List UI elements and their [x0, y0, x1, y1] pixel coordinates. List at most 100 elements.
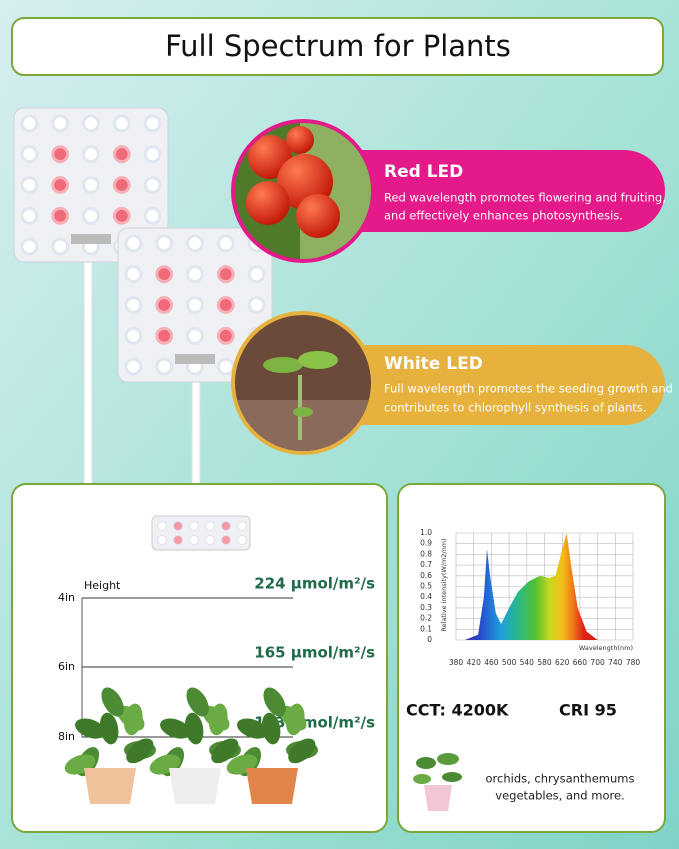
- x-tick-label: 460: [484, 658, 499, 667]
- led: [157, 521, 167, 531]
- led: [124, 326, 143, 345]
- ppfd-value: 224 μmol/m²/s: [254, 575, 375, 593]
- leaf: [75, 718, 106, 739]
- decoration: [416, 757, 436, 769]
- led: [143, 145, 162, 164]
- y-axis-label: Relative intensity(W/m2/nm): [440, 538, 448, 631]
- y-tick-label: 1.0: [420, 528, 432, 537]
- x-tick-label: 700: [590, 658, 605, 667]
- decoration: [64, 687, 318, 804]
- red-led-text: Red wavelength promotes flowering and fr…: [384, 191, 666, 205]
- leaf: [126, 738, 154, 764]
- leaf: [263, 687, 286, 717]
- led: [173, 521, 183, 531]
- x-tick-label: 580: [537, 658, 552, 667]
- led: [82, 145, 100, 164]
- pot: [84, 768, 136, 804]
- led: [112, 114, 131, 133]
- spectrum-curve: [464, 533, 598, 640]
- white-led-text: Full wavelength promotes the seeding gro…: [384, 382, 673, 396]
- y-tick-label: 0.2: [420, 614, 432, 623]
- led: [143, 114, 162, 133]
- led: [155, 326, 174, 345]
- y-tick-label: 0.1: [420, 624, 432, 633]
- white-led-title: White LED: [384, 354, 483, 374]
- pot: [246, 768, 298, 804]
- x-tick-label: 380: [449, 658, 464, 667]
- led: [221, 521, 231, 531]
- led: [186, 326, 204, 345]
- y-tick-label: 0: [427, 635, 432, 644]
- leaf: [237, 718, 268, 739]
- led: [186, 234, 204, 253]
- led: [20, 206, 39, 225]
- y-tick-label: 0.9: [420, 539, 432, 548]
- led: [124, 265, 143, 284]
- decoration: [413, 774, 431, 784]
- decoration: [286, 126, 314, 154]
- led: [124, 296, 143, 314]
- decoration: [300, 150, 665, 232]
- decoration: [191, 381, 201, 485]
- led: [237, 521, 247, 531]
- decoration: [235, 123, 371, 259]
- led: [20, 114, 39, 133]
- led: [82, 114, 100, 133]
- red-led-text: and effectively enhances photosynthesis.: [384, 209, 623, 223]
- height-value: 6in: [58, 660, 75, 673]
- led: [51, 145, 70, 164]
- led: [82, 176, 100, 194]
- plants-text: orchids, chrysanthemums: [486, 772, 635, 786]
- decoration: [11, 17, 664, 76]
- leaf: [186, 687, 209, 717]
- y-tick-label: 0.6: [420, 571, 432, 580]
- y-tick-label: 0.8: [420, 549, 432, 558]
- leaf: [123, 703, 143, 736]
- red-led-title: Red LED: [384, 162, 463, 182]
- led: [124, 357, 143, 376]
- led: [20, 237, 39, 256]
- height-label: Height: [84, 579, 121, 592]
- x-tick-label: 500: [502, 658, 517, 667]
- led: [237, 535, 247, 545]
- led: [51, 176, 70, 194]
- decoration: [437, 753, 459, 765]
- led: [216, 296, 235, 314]
- x-tick-label: 660: [573, 658, 588, 667]
- y-tick-label: 0.4: [420, 592, 432, 601]
- leaf: [208, 703, 228, 736]
- led: [205, 535, 215, 545]
- led: [186, 265, 204, 284]
- ppfd-value: 165 μmol/m²/s: [254, 644, 375, 662]
- decoration: [296, 194, 340, 238]
- decoration: [424, 785, 452, 811]
- led: [51, 206, 70, 225]
- pot: [169, 768, 221, 804]
- led: [82, 206, 100, 225]
- decoration: [298, 351, 338, 369]
- leaf: [160, 718, 191, 739]
- led: [186, 296, 204, 314]
- cct: CCT: 4200K: [406, 701, 509, 720]
- led: [205, 521, 215, 531]
- leaf: [261, 712, 281, 745]
- led: [173, 535, 183, 545]
- decoration: [83, 261, 93, 485]
- led: [221, 535, 231, 545]
- led: [143, 176, 162, 194]
- leaf: [288, 738, 316, 764]
- led: [216, 326, 235, 345]
- led: [247, 296, 266, 314]
- led: [124, 234, 143, 253]
- decoration: [397, 483, 666, 833]
- lamp-panel: [151, 515, 251, 551]
- page-title: Full Spectrum for Plants: [165, 29, 511, 63]
- leaf: [211, 738, 239, 764]
- led: [112, 145, 131, 164]
- decoration: [151, 515, 251, 551]
- leaf: [184, 712, 204, 745]
- led: [189, 535, 199, 545]
